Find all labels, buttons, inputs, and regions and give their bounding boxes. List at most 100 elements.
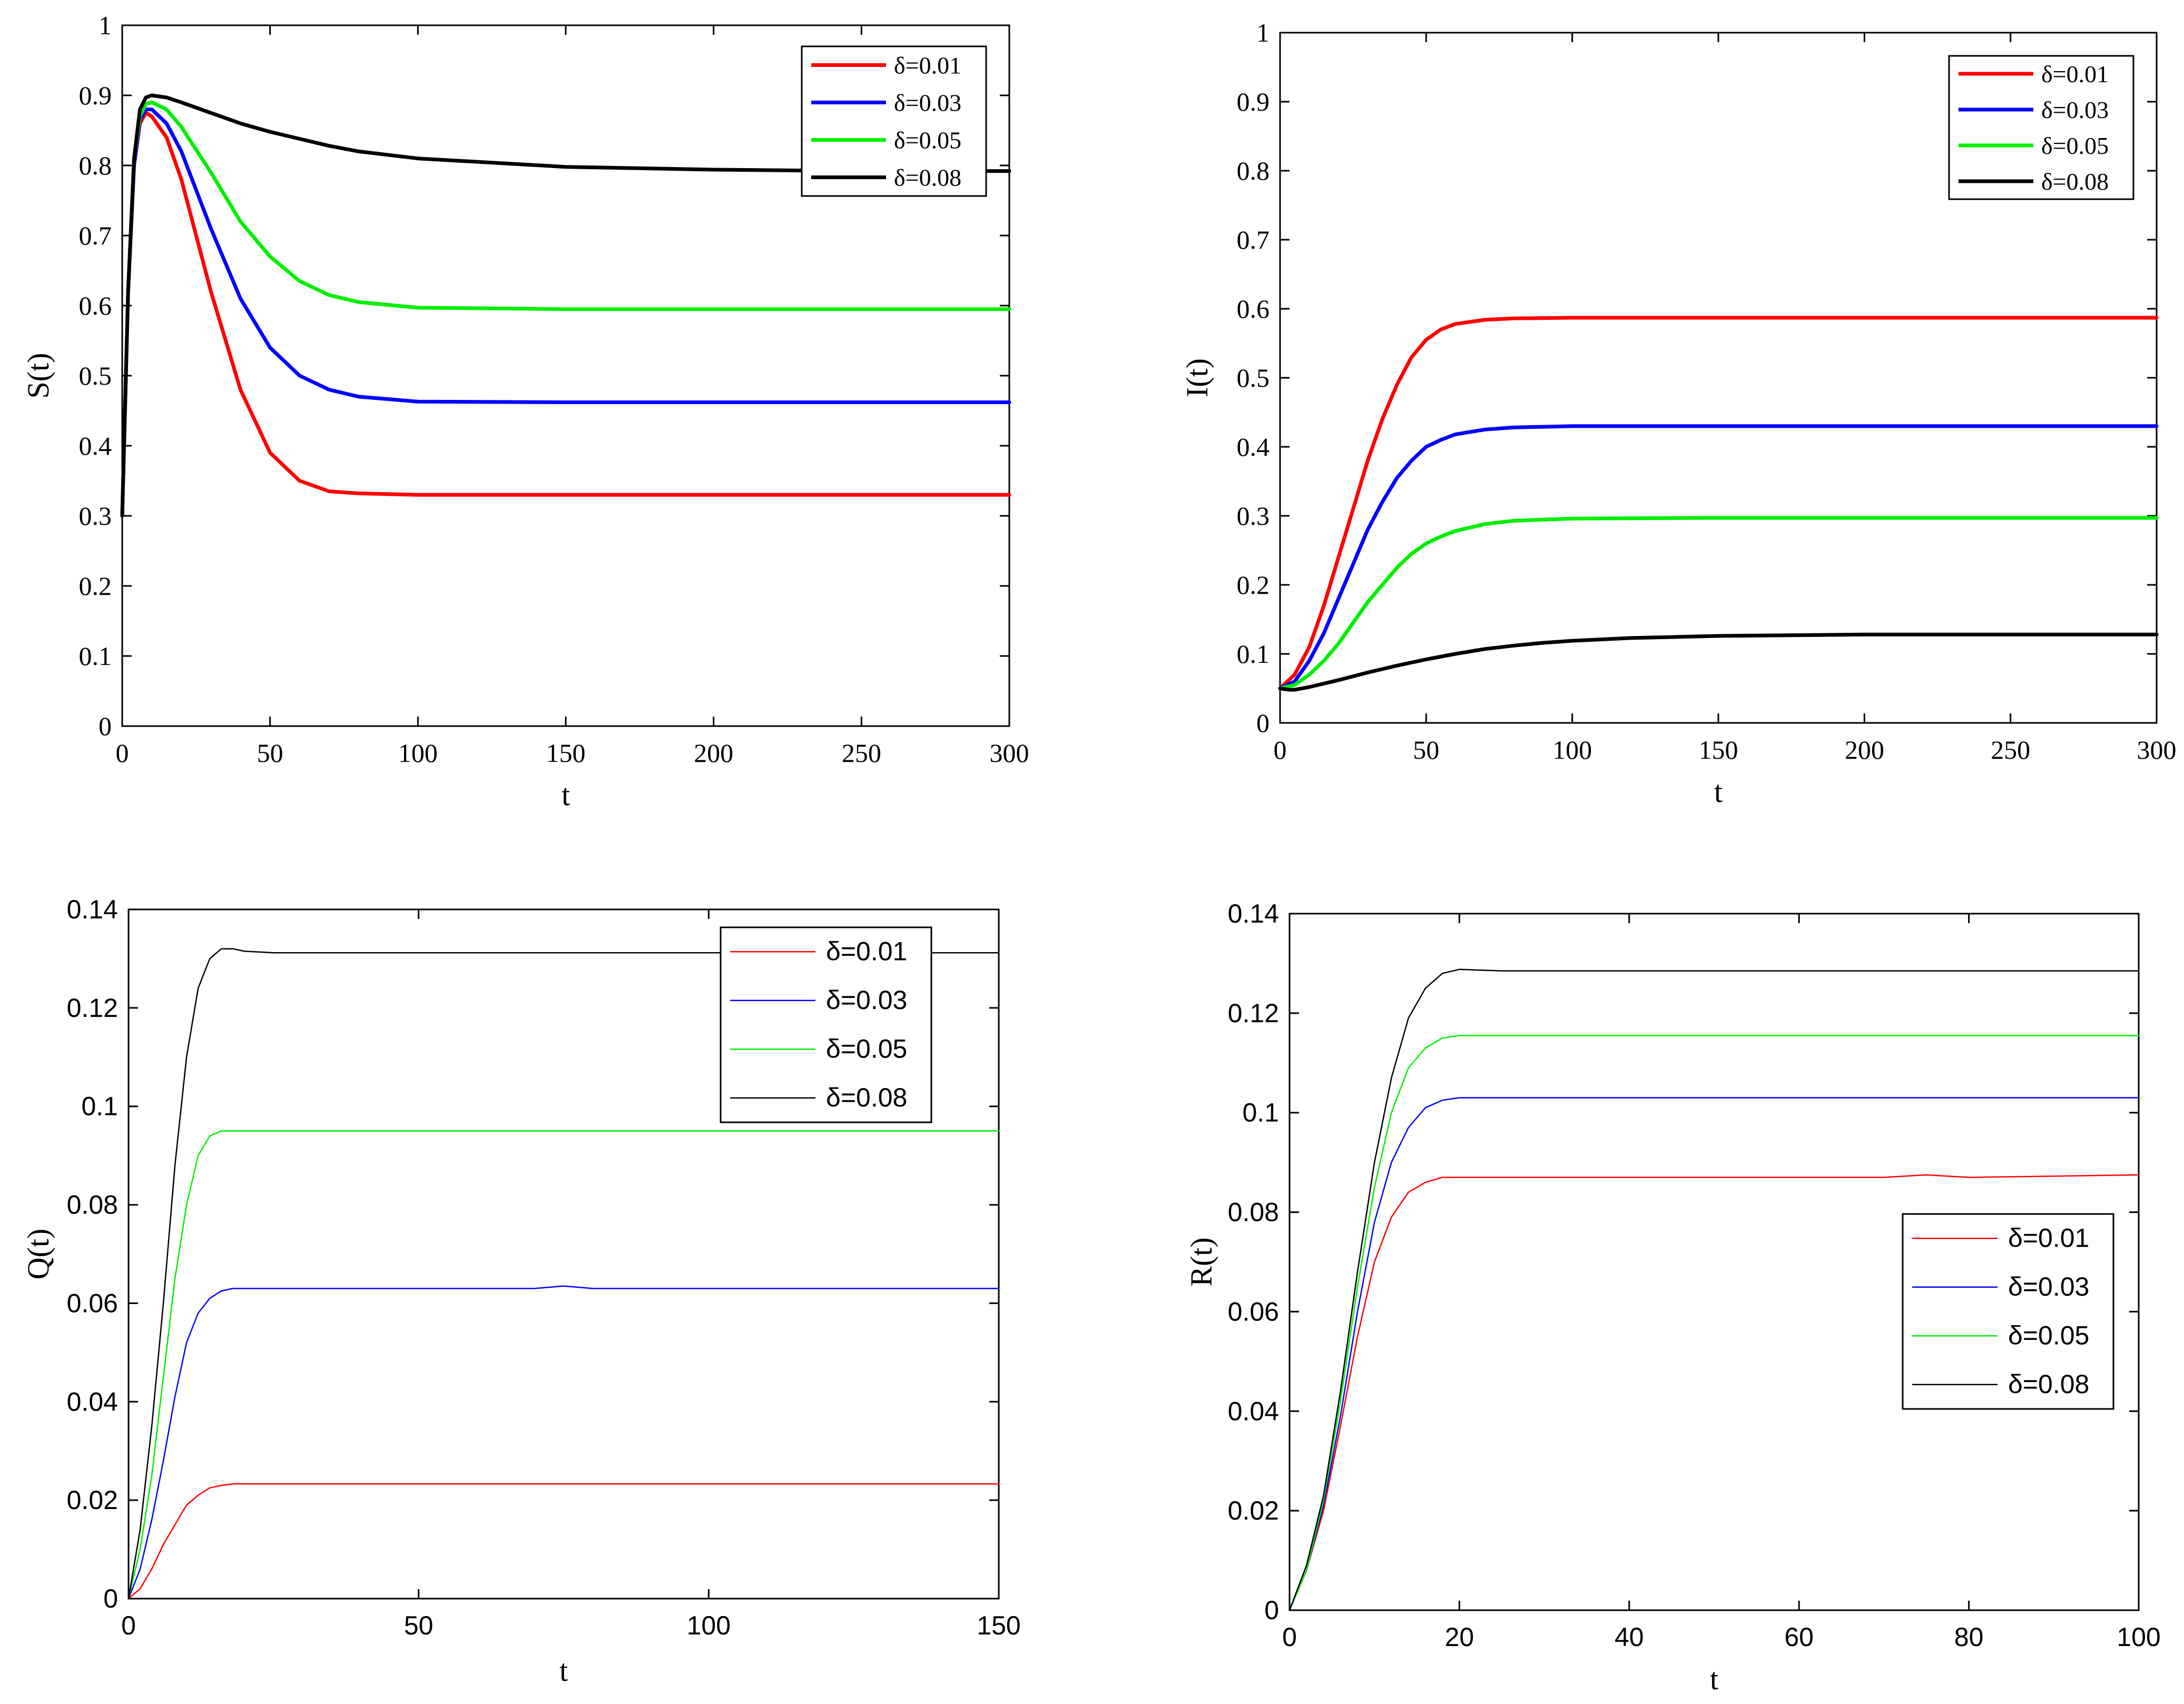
legend-label-4: δ=0.08 — [2008, 1369, 2089, 1399]
y-tick-label: 0.06 — [1228, 1297, 1279, 1326]
x-tick-label: 60 — [1784, 1622, 1814, 1652]
y-tick-label: 0.06 — [67, 1288, 118, 1318]
y-tick-label: 0.08 — [1228, 1198, 1279, 1227]
x-tick-label: 250 — [842, 738, 881, 768]
y-tick-label: 0.6 — [1237, 294, 1270, 324]
x-tick-label: 100 — [2117, 1622, 2160, 1652]
series-line-2 — [1278, 424, 2159, 690]
y-tick-label: 0.3 — [79, 501, 112, 531]
y-tick-label: 0.1 — [79, 641, 112, 671]
chart-bottom-left: 0 50 100 150 0 0.02 0.04 0.06 0.08 0.1 0.12 0.14 t Q(… — [21, 895, 1021, 1688]
chart-top-right: 0 50 100 150 200 250 300 0 0.1 0.2 0.3 0.4 0.5 0.6 0.7… — [1180, 18, 2177, 809]
legend-box — [1948, 55, 2134, 200]
legend: δ=0.01 δ=0.03 δ=0.05 δ=0.08 — [720, 926, 932, 1123]
legend-label-3: δ=0.05 — [2041, 132, 2109, 159]
y-tick-label: 0.04 — [1228, 1396, 1279, 1426]
x-tick-label: 0 — [1282, 1622, 1297, 1652]
axes-frame — [127, 908, 1000, 1600]
y-tick-label: 0.4 — [1237, 432, 1270, 462]
x-tick-label: 50 — [257, 738, 283, 768]
y-tick-label: 0.8 — [1237, 156, 1270, 185]
y-tick-label: 0.3 — [1237, 501, 1270, 531]
x-tick-label: 200 — [694, 738, 733, 768]
y-tick-label: 0.02 — [67, 1485, 118, 1515]
y-tick-label: 0.12 — [67, 993, 118, 1023]
legend-label-2: δ=0.03 — [894, 90, 961, 116]
series-line-2 — [127, 1285, 1000, 1600]
x-tick-label: 80 — [1954, 1622, 1984, 1652]
y-tick-label: 1 — [99, 11, 112, 40]
legend-label-1: δ=0.01 — [894, 52, 961, 79]
legend-label-2: δ=0.03 — [2008, 1272, 2089, 1301]
y-tick-label: 0 — [1256, 708, 1270, 738]
x-tick-label: 20 — [1445, 1622, 1474, 1652]
series-line-4 — [120, 93, 1011, 518]
y-tick-label: 0.1 — [1242, 1098, 1279, 1128]
axes-frame — [1288, 913, 2140, 1611]
legend-label-2: δ=0.03 — [826, 985, 907, 1015]
y-tick-label: 0.9 — [79, 81, 112, 110]
series-line-3 — [1278, 516, 2159, 690]
legend-label-1: δ=0.01 — [826, 936, 907, 966]
y-tick-label: 0.1 — [81, 1092, 118, 1121]
legend-label-3: δ=0.05 — [2008, 1320, 2089, 1350]
series-line-4 — [1288, 968, 2140, 1611]
y-axis-label: Q(t) — [21, 1229, 55, 1280]
y-tick-label: 0.5 — [1237, 363, 1270, 393]
y-axis-label: S(t) — [21, 353, 55, 399]
x-tick-label: 100 — [687, 1611, 731, 1640]
legend: δ=0.01 δ=0.03 δ=0.05 δ=0.08 — [801, 45, 987, 197]
legend: δ=0.01 δ=0.03 δ=0.05 δ=0.08 — [1948, 55, 2134, 200]
y-tick-label: 0.6 — [79, 291, 112, 320]
legend-box — [801, 45, 987, 197]
legend-box — [720, 926, 932, 1123]
series-line-4 — [127, 948, 1000, 1600]
y-tick-label: 0.04 — [67, 1387, 118, 1416]
x-tick-label: 150 — [977, 1611, 1020, 1640]
x-tick-label: 150 — [546, 738, 586, 768]
chart-bottom-right: 0 20 40 60 80 100 0 0.02 0.04 0.06 0.08 0.1 0.12 0.14… — [1184, 899, 2161, 1696]
x-tick-label: 0 — [121, 1611, 136, 1640]
y-tick-label: 0 — [1264, 1595, 1279, 1625]
x-tick-label: 50 — [404, 1611, 434, 1640]
y-tick-label: 0.12 — [1228, 998, 1279, 1028]
legend-label-2: δ=0.03 — [2041, 96, 2109, 123]
y-tick-label: 0 — [103, 1584, 118, 1613]
y-tick-label: 0.1 — [1237, 639, 1270, 669]
x-axis-label: t — [562, 778, 570, 812]
legend-label-3: δ=0.05 — [894, 127, 961, 154]
y-axis-label: R(t) — [1184, 1237, 1218, 1286]
y-tick-label: 0.14 — [1228, 899, 1279, 928]
y-tick-label: 0.7 — [1237, 225, 1270, 254]
legend-label-1: δ=0.01 — [2008, 1223, 2089, 1252]
x-tick-label: 0 — [1274, 735, 1287, 765]
series-line-1 — [1278, 316, 2159, 690]
x-tick-label: 40 — [1615, 1622, 1644, 1652]
legend-label-1: δ=0.01 — [2041, 61, 2109, 87]
series-line-1 — [127, 1483, 1000, 1600]
y-tick-label: 0.4 — [79, 431, 112, 461]
legend-label-4: δ=0.08 — [2041, 168, 2109, 195]
x-tick-label: 300 — [990, 738, 1029, 768]
x-tick-label: 50 — [1413, 735, 1439, 765]
legend-label-3: δ=0.05 — [826, 1034, 907, 1063]
y-tick-label: 0.7 — [79, 221, 112, 250]
series-line-4 — [1278, 632, 2159, 692]
y-tick-label: 0.2 — [79, 571, 112, 601]
chart-top-left: 0 50 100 150 200 250 300 0 0.1 0.2 0.3 0.4 0.5 0.6 0.7… — [21, 11, 1029, 812]
legend-box — [1902, 1213, 2114, 1410]
y-axis-label: I(t) — [1180, 358, 1214, 397]
x-axis-label: t — [1710, 1662, 1718, 1696]
x-axis-label: t — [559, 1653, 568, 1688]
y-tick-label: 0.08 — [67, 1190, 118, 1220]
y-tick-label: 0.14 — [67, 895, 118, 924]
y-tick-label: 0.2 — [1237, 570, 1270, 600]
y-tick-label: 0.02 — [1228, 1496, 1279, 1525]
legend-label-4: δ=0.08 — [826, 1083, 907, 1112]
legend: δ=0.01 δ=0.03 δ=0.05 δ=0.08 — [1902, 1213, 2114, 1410]
y-tick-label: 0.9 — [1237, 87, 1270, 116]
series-line-3 — [1288, 1035, 2140, 1611]
x-tick-label: 100 — [398, 738, 438, 768]
y-tick-label: 0.5 — [79, 361, 112, 390]
